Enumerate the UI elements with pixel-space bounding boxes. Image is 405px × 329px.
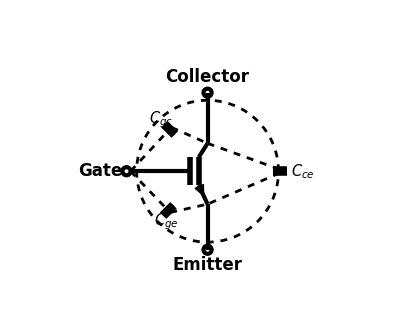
Text: $C_{ce}$: $C_{ce}$ bbox=[290, 162, 314, 181]
Text: Emitter: Emitter bbox=[173, 256, 243, 274]
Polygon shape bbox=[195, 185, 204, 196]
Text: $C_{gc}$: $C_{gc}$ bbox=[149, 109, 173, 130]
Text: Collector: Collector bbox=[166, 67, 249, 86]
Text: Gate: Gate bbox=[79, 162, 123, 180]
Text: $C_{ge}$: $C_{ge}$ bbox=[154, 212, 179, 232]
